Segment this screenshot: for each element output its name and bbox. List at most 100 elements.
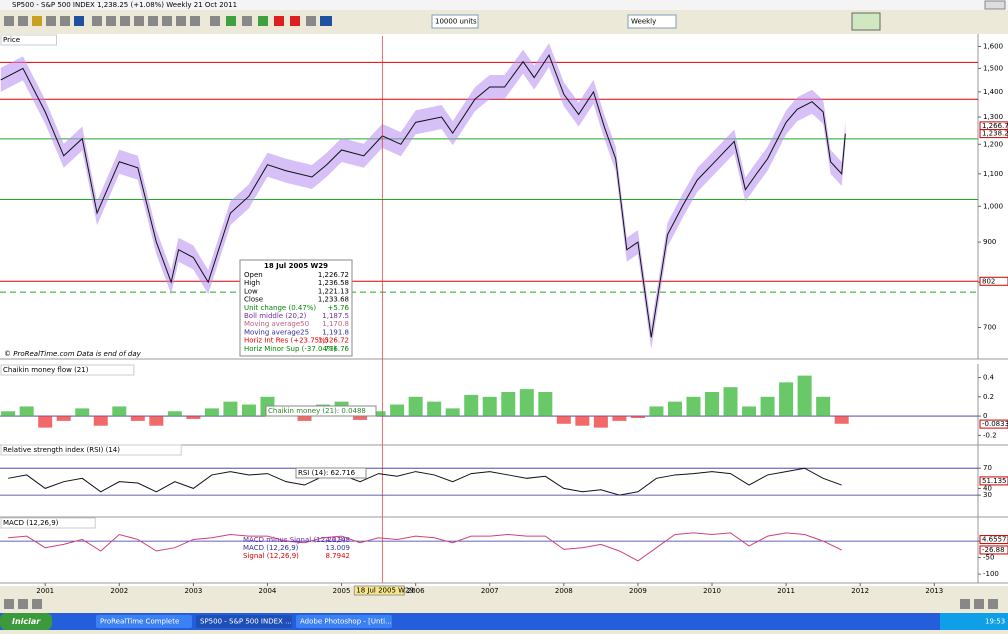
info-row-value: 776.76 xyxy=(325,345,350,353)
bar xyxy=(19,406,34,417)
bar xyxy=(371,411,386,417)
bar xyxy=(408,396,423,417)
info-row-label: Horiz Minor Sup (-37.04%) xyxy=(244,345,337,353)
bar xyxy=(723,387,738,417)
bar xyxy=(390,404,405,417)
info-row-value: 1,236.58 xyxy=(318,279,349,287)
bottom-icons[interactable] xyxy=(4,599,998,609)
y-tick-label: 900 xyxy=(983,238,996,246)
info-row-value: 1,226.72 xyxy=(318,271,349,279)
task-button[interactable] xyxy=(296,615,392,628)
y-tick-label: 700 xyxy=(983,324,996,332)
units-select[interactable] xyxy=(431,14,479,29)
info-row-label: Boll middle (20,2) xyxy=(244,312,307,320)
bar xyxy=(241,404,256,417)
y-tick-label: 1,300 xyxy=(983,113,1003,121)
info-row-label: Horiz Int Res (+23.75%) xyxy=(244,337,329,345)
x-tick-label: 2006 xyxy=(407,587,425,595)
bar xyxy=(760,396,775,417)
annotation: Chaikin money (21): 0.0488 xyxy=(268,407,366,415)
task-button[interactable] xyxy=(196,615,292,628)
bar xyxy=(686,396,701,417)
info-row-value: +5.76 xyxy=(328,304,350,312)
price-box-label: 802 xyxy=(982,277,995,285)
bar xyxy=(464,394,479,417)
annotation: RSI (14): 62.716 xyxy=(298,469,356,477)
start-label: Iniciar xyxy=(12,617,41,626)
y-tick-label: -100 xyxy=(983,570,999,578)
bar xyxy=(112,406,127,417)
panel-title: Relative strength index (RSI) (14) xyxy=(3,446,120,454)
task-button[interactable] xyxy=(96,615,192,628)
y-tick-label: 1,000 xyxy=(983,202,1003,210)
bar xyxy=(482,396,497,417)
chart-button[interactable] xyxy=(851,12,881,31)
task-label: Adobe Photoshop - [Unti... xyxy=(300,618,392,626)
bar xyxy=(38,416,53,428)
price-box xyxy=(979,545,1008,555)
y-tick-label: -0.2 xyxy=(983,431,997,439)
bar xyxy=(204,408,219,417)
tool-icons[interactable] xyxy=(4,16,332,26)
bar xyxy=(834,416,849,424)
y-tick-label: 0 xyxy=(983,412,987,420)
price-box-label: 1,238.25 xyxy=(982,130,1008,138)
y-tick-label: -50 xyxy=(983,554,994,562)
bar xyxy=(779,382,794,417)
y-tick-label: 70 xyxy=(983,464,992,472)
x-tick-label: 2009 xyxy=(629,587,647,595)
cursor-date-box xyxy=(353,585,405,596)
bar xyxy=(223,401,238,417)
y-tick-label: 1,500 xyxy=(983,64,1003,72)
macd-row-label: Signal (12,26,9) xyxy=(243,552,299,560)
bar xyxy=(353,416,368,420)
info-title: 18 Jul 2005 W29 xyxy=(264,262,328,270)
panel-title: Chaikin money flow (21) xyxy=(3,366,89,374)
bar xyxy=(75,408,90,417)
task-label: SP500 - S&P 500 INDEX ... xyxy=(200,618,292,626)
price-box-label: 4.6557 xyxy=(982,536,1007,544)
bar xyxy=(445,408,460,417)
chart-area xyxy=(0,34,1008,586)
macd-row-value: 13.009 xyxy=(326,544,351,552)
price-box xyxy=(979,535,1008,545)
y-tick-label: 1,200 xyxy=(983,140,1003,148)
line-series xyxy=(8,467,842,496)
info-row-value: 1,191.8 xyxy=(322,328,349,336)
bollinger-band xyxy=(0,43,846,350)
macd-row-label: MACD minus Signal (12,26,9) xyxy=(243,536,346,544)
line-series xyxy=(0,53,846,338)
bar xyxy=(130,416,145,421)
bar xyxy=(56,416,71,421)
price-box xyxy=(979,129,1008,139)
task-label: ProRealTime Complete xyxy=(100,618,179,626)
panel-title: Price xyxy=(3,36,20,44)
x-tick-label: 2011 xyxy=(777,587,795,595)
bar xyxy=(501,392,516,417)
panel-header xyxy=(0,34,57,46)
info-row-value: 1,187.5 xyxy=(322,312,349,320)
x-tick-label: 2007 xyxy=(481,587,499,595)
panel-header xyxy=(0,444,182,456)
units-label: 10000 units xyxy=(435,18,477,26)
bar xyxy=(575,416,590,426)
info-row-label: High xyxy=(244,279,260,287)
window-controls[interactable] xyxy=(984,0,1006,10)
period-select[interactable] xyxy=(627,14,677,29)
line-series xyxy=(8,532,842,562)
info-row-label: Moving average50 xyxy=(244,320,309,328)
x-tick-label: 2008 xyxy=(555,587,573,595)
annotation-box xyxy=(295,467,367,479)
info-row-value: 1,170.8 xyxy=(322,320,349,328)
price-box xyxy=(979,419,1008,429)
start-button[interactable] xyxy=(0,613,52,630)
bar xyxy=(556,416,571,424)
x-tick-label: 2002 xyxy=(110,587,128,595)
price-box-label: 51.135 xyxy=(982,477,1007,485)
x-tick-label: 2005 xyxy=(333,587,351,595)
bar xyxy=(593,416,608,428)
clock: 19:53 xyxy=(985,618,1005,626)
bar xyxy=(630,416,645,418)
info-row-label: Open xyxy=(244,271,263,279)
